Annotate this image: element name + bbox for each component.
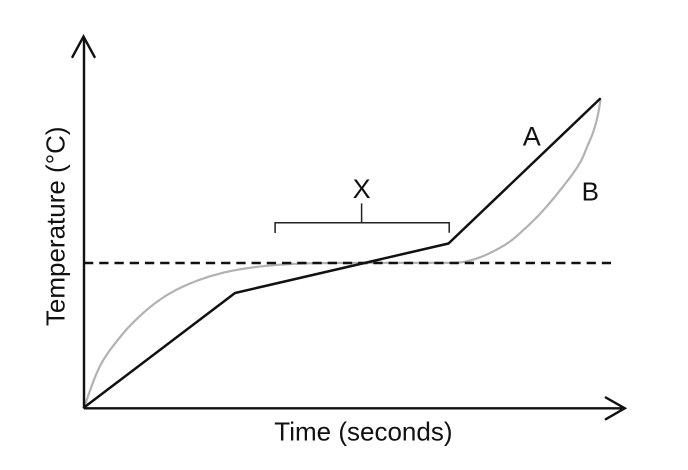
svg-text:X: X [353, 174, 371, 204]
svg-text:B: B [582, 176, 599, 206]
svg-text:Time (seconds): Time (seconds) [274, 416, 452, 446]
svg-text:Temperature (°C): Temperature (°C) [41, 126, 71, 326]
svg-text:A: A [523, 122, 541, 152]
